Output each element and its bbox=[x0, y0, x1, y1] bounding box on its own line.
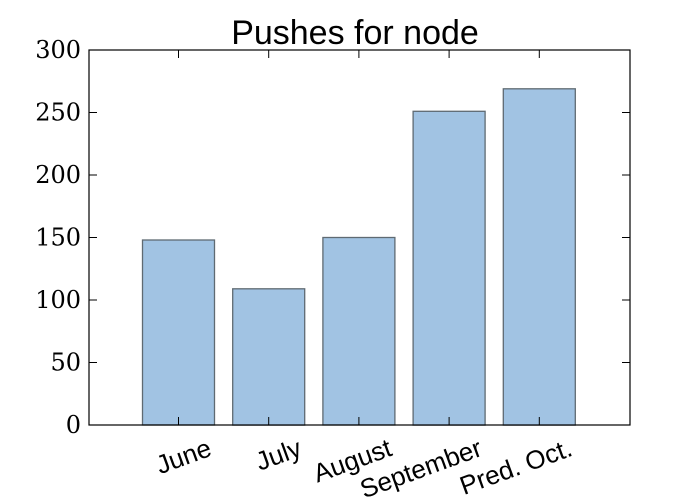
y-tick-label-100: 100 bbox=[35, 286, 81, 314]
bar-june bbox=[141, 239, 216, 426]
bar-pred-oct bbox=[502, 88, 576, 426]
y-axis: 0 50 100 150 200 250 300 bbox=[35, 36, 630, 439]
bar-september bbox=[412, 110, 486, 426]
bar-august bbox=[322, 236, 396, 426]
bar-july bbox=[232, 288, 306, 426]
y-tick-label-200: 200 bbox=[35, 161, 81, 189]
y-tick-label-150: 150 bbox=[35, 224, 81, 252]
bars-group bbox=[141, 88, 576, 426]
x-tick-label-july: July bbox=[252, 432, 306, 476]
chart-title: Pushes for node bbox=[231, 14, 479, 52]
y-tick-label-300: 300 bbox=[35, 36, 81, 64]
y-tick-label-0: 0 bbox=[66, 411, 81, 439]
x-tick-label-june: June bbox=[152, 432, 215, 479]
y-tick-label-50: 50 bbox=[50, 349, 81, 377]
y-tick-label-250: 250 bbox=[35, 99, 81, 127]
plot-frame bbox=[88, 49, 631, 426]
